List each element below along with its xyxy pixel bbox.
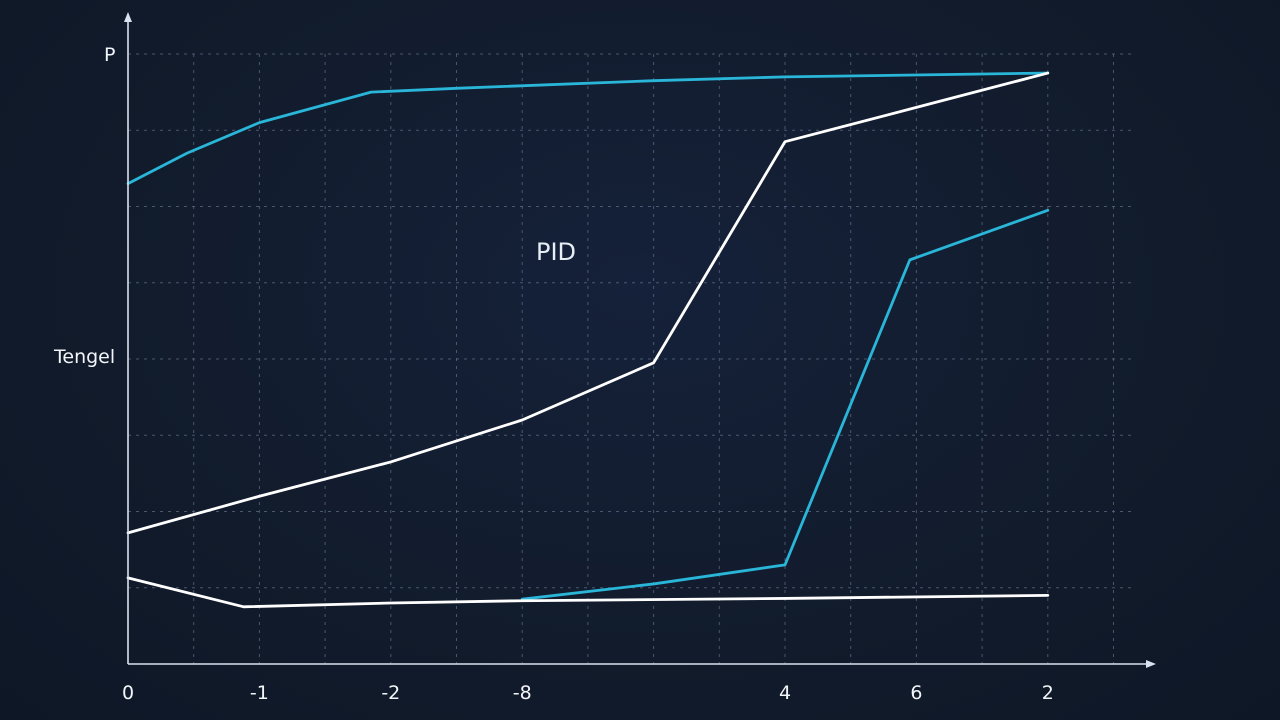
y-axis-label-middle: Tengel (53, 346, 115, 368)
x-tick-labels: 0 -1 -2 -8 4 6 2 (122, 682, 1054, 704)
x-tick-label: 6 (910, 682, 922, 704)
x-tick-label: -2 (381, 682, 400, 704)
axes (124, 12, 1156, 668)
series-line-2 (126, 71, 1050, 535)
series-line-1 (126, 71, 1050, 186)
x-axis-arrow (1146, 660, 1156, 668)
pid-annotation: PID (536, 238, 576, 266)
grid (128, 53, 1132, 664)
y-axis-arrow (124, 12, 132, 22)
x-tick-label: 2 (1042, 682, 1054, 704)
series-line-3 (520, 208, 1050, 601)
series-group (126, 71, 1050, 609)
x-tick-label: 0 (122, 682, 134, 704)
y-axis-label-top: P (104, 44, 115, 66)
series-line-4 (126, 576, 1050, 609)
x-tick-label: 4 (779, 682, 791, 704)
x-tick-label: -8 (513, 682, 532, 704)
x-tick-label: -1 (250, 682, 269, 704)
